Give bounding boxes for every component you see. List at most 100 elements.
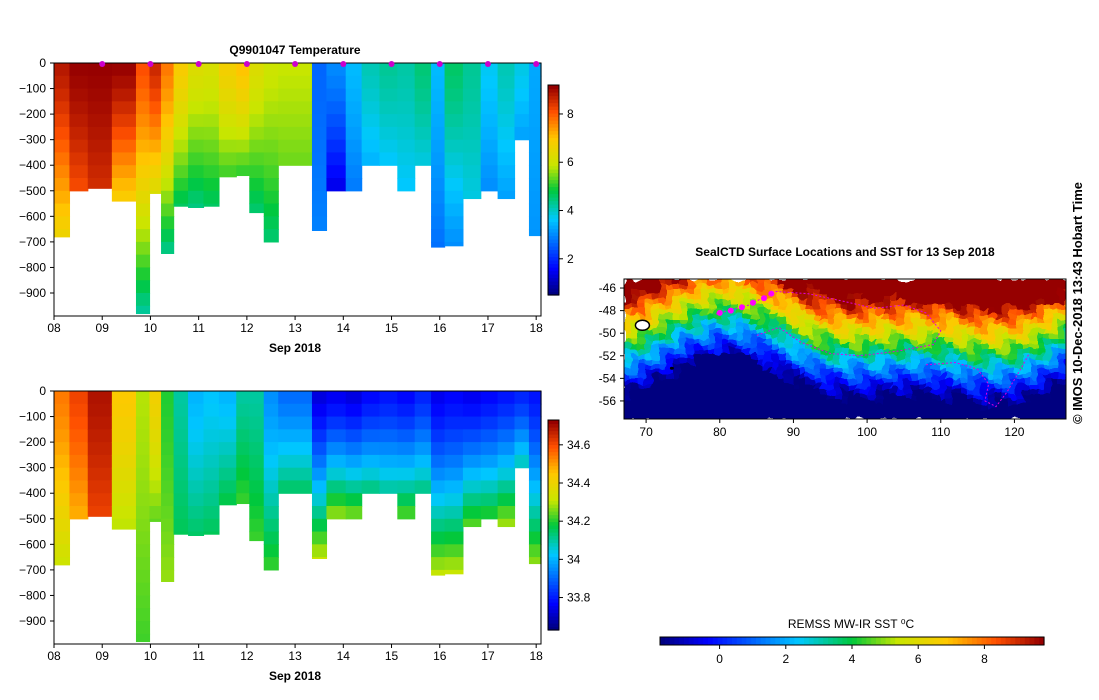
sst-cell (946, 354, 954, 360)
sst-cell (736, 374, 744, 380)
temperature-cell (161, 63, 175, 77)
salinity-cell (249, 506, 265, 520)
sst-cell (981, 339, 989, 345)
salinity-cell (149, 416, 162, 430)
temperature-cell (173, 88, 189, 102)
sst-cell (694, 394, 702, 400)
sst-cell (771, 359, 779, 365)
temperature-cell (87, 152, 113, 166)
sst-cell (960, 339, 968, 345)
sst-cell (974, 404, 982, 410)
salinity-cell (87, 480, 113, 494)
sst-cell (659, 304, 667, 310)
sst-cell (897, 384, 905, 390)
sst-cell (694, 389, 702, 395)
sst-colorbar-swatch (698, 637, 704, 645)
sst-colorbar-swatch (986, 637, 992, 645)
sst-cell (827, 299, 835, 305)
sst-cell (813, 324, 821, 330)
sst-cell (694, 279, 702, 285)
salinity-cell (249, 416, 265, 430)
salinity-cell (326, 493, 347, 507)
salinity-cell (161, 531, 175, 545)
sst-cell (750, 279, 758, 285)
temperature-cell (161, 139, 175, 154)
temperature-colorbar-swatch (548, 246, 559, 251)
sst-cell (778, 304, 786, 310)
sst-cell (694, 404, 702, 410)
sst-cell (631, 304, 639, 310)
sst-cell (631, 399, 639, 405)
sst-cell (743, 334, 751, 340)
sst-cell (1002, 369, 1010, 375)
sst-cell (953, 344, 961, 350)
sst-cell (729, 359, 737, 365)
sst-cell (1016, 329, 1024, 335)
sst-cell (631, 294, 639, 300)
sst-cell (855, 354, 863, 360)
sst-cell (876, 404, 884, 410)
temperature-cell (379, 101, 398, 115)
sst-cell (736, 289, 744, 295)
sst-cell (757, 314, 765, 320)
temperature-cell (87, 88, 113, 102)
temperature-cell (414, 88, 432, 102)
sst-cell (771, 294, 779, 300)
sst-cell (946, 399, 954, 405)
sst-cell (659, 359, 667, 365)
temperature-cell (69, 75, 89, 90)
sst-cell (645, 389, 653, 395)
temperature-cell (135, 280, 151, 294)
sst-cell (827, 294, 835, 300)
sst-cell (1023, 294, 1031, 300)
sst-cell (736, 284, 744, 290)
sst-cell (1030, 379, 1038, 385)
temperature-cell (263, 126, 279, 141)
salinity-colorbar-swatch (548, 539, 559, 544)
sst-cell (841, 369, 849, 375)
sst-cell (799, 309, 807, 315)
salinity-cell (111, 442, 137, 456)
temperature-title: Q9901047 Temperature (229, 43, 361, 57)
temperature-colorbar-swatch (548, 144, 559, 149)
sst-cell (848, 394, 856, 400)
sst-colorbar-swatch (775, 637, 781, 645)
temperature-colorbar-swatch (548, 263, 559, 268)
temperature-cell (218, 75, 237, 90)
sst-cell (666, 389, 674, 395)
temperature-cell (326, 178, 347, 192)
salinity-cell (480, 429, 499, 443)
sst-cell (1023, 289, 1031, 295)
temperature-cell (161, 216, 175, 230)
salinity-colorbar-tick-label: 34.6 (567, 438, 591, 452)
sst-cell (624, 344, 632, 350)
sst-cell (729, 404, 737, 410)
temperature-cell (528, 229, 542, 237)
temperature-colorbar-swatch (548, 162, 559, 167)
sst-colorbar-swatch (660, 637, 666, 645)
temperature-profile-marker (99, 61, 106, 67)
sst-cell (932, 399, 940, 405)
sst-cell (701, 339, 709, 345)
sst-cell (715, 384, 723, 390)
temperature-cell (236, 75, 250, 90)
sst-cell (953, 289, 961, 295)
temperature-cell (444, 165, 464, 179)
sst-colorbar-swatch (1039, 637, 1045, 645)
temperature-colorbar-swatch (548, 85, 559, 90)
sst-cell (918, 284, 926, 290)
sst-cell (743, 339, 751, 345)
salinity-cell (263, 442, 279, 456)
salinity-cell (218, 480, 237, 494)
sst-cell (890, 334, 898, 340)
sst-cell (715, 344, 723, 350)
sst-cell (652, 294, 660, 300)
temperature-colorbar-swatch (548, 88, 559, 93)
sst-cell (624, 414, 632, 419)
sst-cell (1044, 404, 1052, 410)
sst-cell (1044, 279, 1052, 285)
sst-cell (820, 399, 828, 405)
sst-cell (911, 359, 919, 365)
sst-cell (841, 374, 849, 380)
heard-island (669, 366, 674, 370)
